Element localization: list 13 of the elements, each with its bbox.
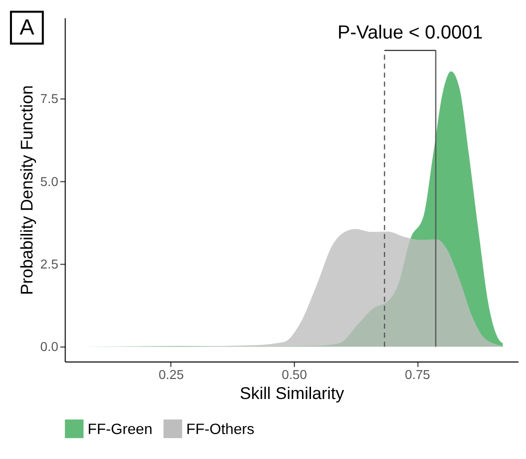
text: A — [20, 14, 35, 40]
x-tick-label: 0.25 — [158, 366, 184, 382]
x-axis-title: Skill Similarity — [240, 384, 345, 403]
legend-label: FF-Green — [88, 420, 152, 438]
y-axis-title: Probability Density Function — [17, 85, 36, 295]
y-tick-label: 0.0 — [40, 339, 58, 354]
x-tick-label: 0.50 — [282, 366, 307, 382]
legend-label: FF-Others — [186, 420, 254, 438]
x-tick-label: 0.75 — [404, 366, 430, 382]
y-tick-label: 7.5 — [40, 91, 58, 106]
y-tick-label: 2.5 — [40, 256, 58, 272]
y-tick-label: 5.0 — [40, 174, 58, 189]
annotation: P-Value < 0.0001 — [338, 22, 483, 44]
